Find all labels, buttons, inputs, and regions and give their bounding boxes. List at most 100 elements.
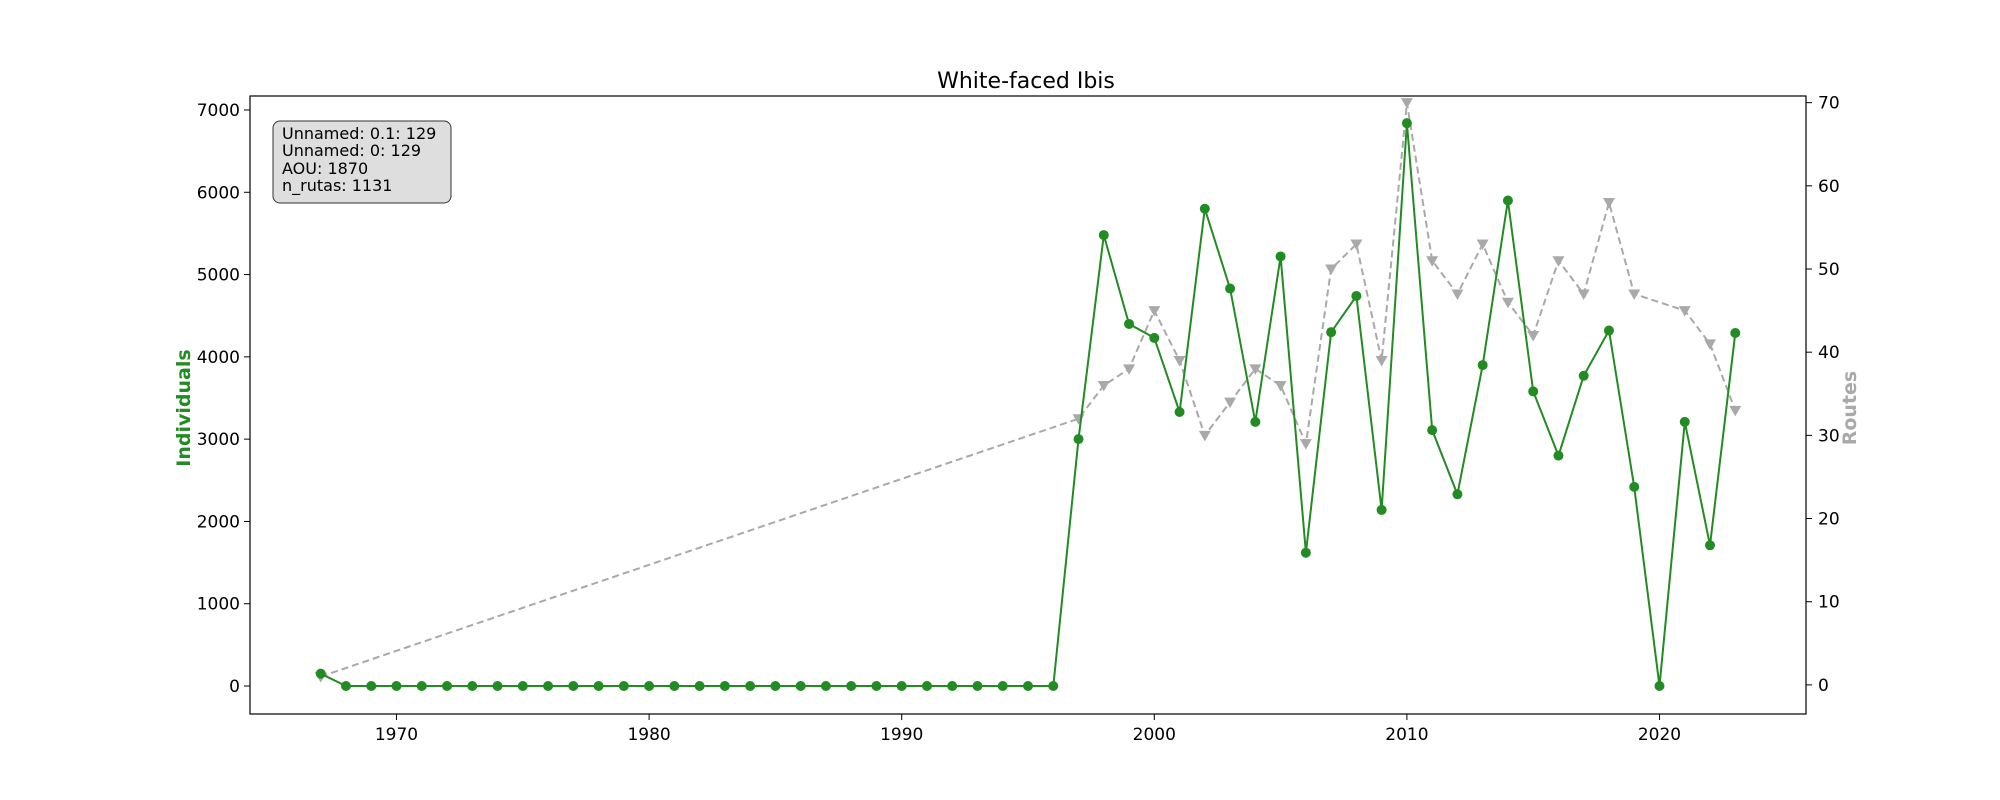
- data-point: [1477, 360, 1488, 371]
- data-point: [1704, 339, 1717, 350]
- y-left-tick-label: 6000: [197, 183, 240, 203]
- x-tick-label: 1980: [627, 725, 670, 745]
- data-point: [1602, 197, 1615, 209]
- data-point: [1528, 386, 1539, 397]
- y-left-tick-label: 7000: [197, 101, 240, 121]
- data-point: [1552, 256, 1565, 267]
- data-point: [896, 681, 907, 692]
- data-point: [1124, 318, 1135, 329]
- data-point: [1451, 289, 1464, 300]
- data-point: [1149, 332, 1160, 343]
- y-left-tick-label: 3000: [197, 430, 240, 450]
- data-point: [820, 681, 831, 692]
- series-line: [320, 123, 1737, 687]
- y-left-tick-label: 0: [229, 677, 240, 697]
- data-point: [745, 681, 756, 692]
- data-point: [669, 681, 680, 692]
- data-point: [1250, 416, 1261, 427]
- data-point: [644, 681, 655, 692]
- data-point: [1275, 251, 1286, 262]
- y-left-tick-label: 4000: [197, 348, 240, 368]
- data-point: [1678, 306, 1691, 317]
- info-box-background: [272, 120, 452, 204]
- chart-title: White-faced Ibis: [937, 69, 1115, 94]
- series-line: [320, 102, 1737, 678]
- data-point: [947, 681, 958, 692]
- data-point: [871, 681, 882, 692]
- info-box: Unnamed: 0.1: 129 Unnamed: 0: 129 AOU: 1…: [272, 120, 452, 204]
- data-point: [1376, 504, 1387, 515]
- y-right-tick-label: 70: [1818, 94, 1840, 114]
- data-point: [1249, 364, 1262, 375]
- data-point: [618, 681, 629, 692]
- series-right: [314, 98, 1742, 683]
- data-point: [1351, 290, 1362, 301]
- y-right-tick-label: 30: [1818, 426, 1840, 446]
- data-point: [1148, 306, 1161, 317]
- data-point: [1274, 380, 1287, 392]
- data-point: [1073, 434, 1084, 445]
- data-point: [1299, 439, 1312, 450]
- data-point: [1198, 430, 1211, 442]
- y-left-tick-label: 2000: [197, 512, 240, 532]
- data-point: [1023, 681, 1033, 692]
- x-axis: 1970 1980 1990 2000 2010 2020: [375, 714, 1681, 745]
- data-point: [972, 681, 983, 692]
- data-point: [1679, 416, 1690, 427]
- data-point: [442, 681, 453, 692]
- plot-frame: [249, 95, 1807, 715]
- data-point: [997, 681, 1008, 692]
- data-point: [1326, 327, 1337, 338]
- data-point: [1350, 239, 1363, 251]
- data-point: [1174, 406, 1185, 417]
- data-point: [1501, 297, 1514, 309]
- data-point: [1705, 540, 1716, 551]
- y-right-tick-label: 0: [1818, 676, 1829, 696]
- data-point: [593, 681, 604, 692]
- data-point: [568, 681, 579, 692]
- plot-area: [249, 95, 1807, 715]
- x-tick-label: 2010: [1385, 725, 1428, 745]
- y-right-tick-label: 60: [1818, 177, 1840, 197]
- data-point: [846, 681, 857, 692]
- data-point: [366, 681, 377, 692]
- data-point: [416, 681, 427, 692]
- data-point: [770, 681, 781, 692]
- data-point: [1225, 283, 1236, 294]
- data-point: [1553, 450, 1564, 461]
- data-point: [1097, 380, 1110, 392]
- data-point: [1400, 98, 1413, 109]
- y-right-tick-label: 40: [1818, 343, 1840, 363]
- y-right-tick-label: 10: [1818, 593, 1840, 613]
- data-point: [1224, 397, 1237, 409]
- y-left-tick-label: 5000: [197, 266, 240, 286]
- data-point: [1375, 356, 1388, 367]
- data-point: [1578, 370, 1589, 381]
- data-point: [1098, 230, 1109, 241]
- data-point: [1502, 195, 1513, 206]
- data-point: [1048, 681, 1059, 692]
- data-point: [391, 681, 402, 692]
- x-tick-label: 1970: [375, 725, 418, 745]
- y-axis-right-label: Routes: [1839, 371, 1861, 446]
- x-tick-label: 2020: [1638, 725, 1681, 745]
- data-point: [1628, 289, 1641, 300]
- data-point: [1629, 481, 1640, 492]
- y-right-tick-label: 20: [1818, 510, 1840, 530]
- data-point: [694, 681, 705, 692]
- data-point: [1199, 203, 1210, 214]
- data-point: [921, 681, 932, 692]
- y-axis-left: 0 1000 2000 3000 4000 5000 6000 7000: [197, 101, 250, 697]
- data-point: [1577, 289, 1590, 300]
- data-point: [543, 681, 554, 692]
- data-point: [1476, 239, 1489, 251]
- y-axis-right: 0 10 20 30 40 50 60 70: [1806, 94, 1840, 696]
- y-right-tick-label: 50: [1818, 260, 1840, 280]
- data-point: [1401, 118, 1412, 129]
- data-point: [492, 681, 503, 692]
- data-point: [1173, 356, 1186, 367]
- data-point: [315, 668, 326, 679]
- data-point: [1730, 327, 1741, 338]
- series-layer: [314, 98, 1742, 692]
